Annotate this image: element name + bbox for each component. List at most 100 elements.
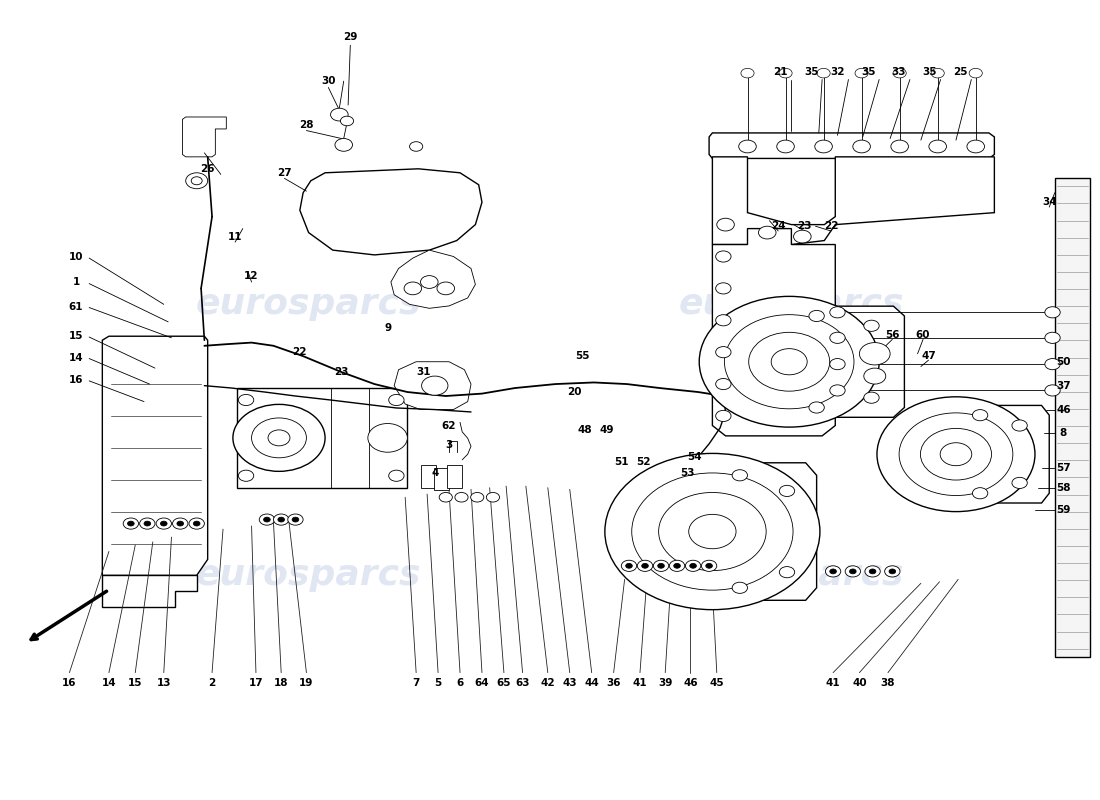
Text: 54: 54 — [688, 452, 702, 462]
Circle shape — [404, 282, 421, 294]
Circle shape — [825, 566, 840, 577]
Circle shape — [877, 397, 1035, 512]
Circle shape — [264, 517, 271, 522]
Circle shape — [771, 349, 807, 375]
Circle shape — [829, 385, 845, 396]
Circle shape — [1045, 358, 1060, 370]
Bar — [1055, 178, 1090, 657]
Circle shape — [817, 68, 830, 78]
Circle shape — [741, 68, 755, 78]
Circle shape — [128, 521, 134, 526]
Circle shape — [808, 310, 824, 322]
Text: 47: 47 — [921, 351, 936, 361]
Circle shape — [889, 569, 895, 574]
Text: 42: 42 — [540, 678, 556, 688]
Circle shape — [928, 140, 946, 153]
Circle shape — [1012, 420, 1027, 431]
Text: 13: 13 — [156, 678, 170, 688]
Circle shape — [388, 470, 404, 482]
Circle shape — [716, 314, 732, 326]
Circle shape — [689, 514, 736, 549]
Text: 23: 23 — [798, 222, 812, 231]
Text: eurosparcs: eurosparcs — [196, 287, 421, 322]
Circle shape — [260, 514, 275, 525]
Circle shape — [233, 404, 326, 471]
Circle shape — [716, 378, 732, 390]
Text: 41: 41 — [826, 678, 840, 688]
Circle shape — [849, 569, 856, 574]
Text: 35: 35 — [861, 66, 876, 77]
Circle shape — [674, 563, 680, 568]
Text: 49: 49 — [600, 426, 614, 435]
Text: 18: 18 — [274, 678, 288, 688]
Text: 19: 19 — [299, 678, 314, 688]
Text: 62: 62 — [442, 421, 456, 430]
Text: 12: 12 — [244, 271, 258, 282]
Circle shape — [334, 138, 352, 151]
Circle shape — [972, 488, 988, 499]
Circle shape — [340, 116, 353, 126]
Text: 46: 46 — [683, 678, 697, 688]
Circle shape — [716, 346, 732, 358]
Circle shape — [893, 68, 906, 78]
Circle shape — [829, 569, 836, 574]
Circle shape — [829, 358, 845, 370]
Circle shape — [252, 418, 307, 458]
Circle shape — [421, 376, 448, 395]
Circle shape — [815, 140, 833, 153]
Text: 11: 11 — [228, 231, 242, 242]
Circle shape — [173, 518, 188, 529]
Polygon shape — [394, 362, 471, 410]
Circle shape — [808, 402, 824, 413]
Circle shape — [455, 493, 469, 502]
Polygon shape — [710, 133, 994, 158]
Circle shape — [471, 493, 484, 502]
Text: 48: 48 — [578, 426, 593, 435]
Text: 29: 29 — [343, 32, 358, 42]
Text: 14: 14 — [101, 678, 117, 688]
Circle shape — [829, 332, 845, 343]
Text: 51: 51 — [614, 457, 628, 467]
Circle shape — [717, 218, 735, 231]
Text: 22: 22 — [293, 347, 307, 357]
Text: 28: 28 — [299, 120, 314, 130]
Circle shape — [706, 563, 713, 568]
Circle shape — [486, 493, 499, 502]
Text: 26: 26 — [200, 164, 214, 174]
Text: 31: 31 — [417, 367, 431, 377]
Polygon shape — [300, 169, 482, 255]
Circle shape — [725, 314, 854, 409]
Text: 44: 44 — [584, 678, 600, 688]
Text: eurosparcs: eurosparcs — [679, 558, 904, 592]
Circle shape — [864, 392, 879, 403]
Circle shape — [716, 251, 732, 262]
Text: 35: 35 — [804, 66, 818, 77]
Polygon shape — [713, 229, 835, 436]
Text: 10: 10 — [68, 251, 84, 262]
Text: 5: 5 — [434, 678, 442, 688]
Circle shape — [967, 140, 984, 153]
Circle shape — [859, 342, 890, 365]
Polygon shape — [183, 117, 227, 157]
Text: 39: 39 — [658, 678, 672, 688]
Bar — [433, 468, 449, 490]
Text: eurosparcs: eurosparcs — [196, 558, 421, 592]
Bar — [420, 466, 436, 488]
Circle shape — [739, 140, 757, 153]
Circle shape — [156, 518, 172, 529]
Text: 56: 56 — [886, 330, 900, 340]
Text: 65: 65 — [497, 678, 512, 688]
Circle shape — [621, 560, 637, 571]
Circle shape — [845, 566, 860, 577]
Circle shape — [191, 177, 202, 185]
Circle shape — [144, 521, 151, 526]
Text: 22: 22 — [824, 222, 838, 231]
Circle shape — [653, 560, 669, 571]
Circle shape — [733, 582, 748, 594]
Circle shape — [161, 521, 167, 526]
Text: 43: 43 — [562, 678, 578, 688]
Text: 25: 25 — [953, 66, 968, 77]
Circle shape — [1045, 306, 1060, 318]
Circle shape — [793, 230, 811, 243]
Text: 7: 7 — [412, 678, 420, 688]
